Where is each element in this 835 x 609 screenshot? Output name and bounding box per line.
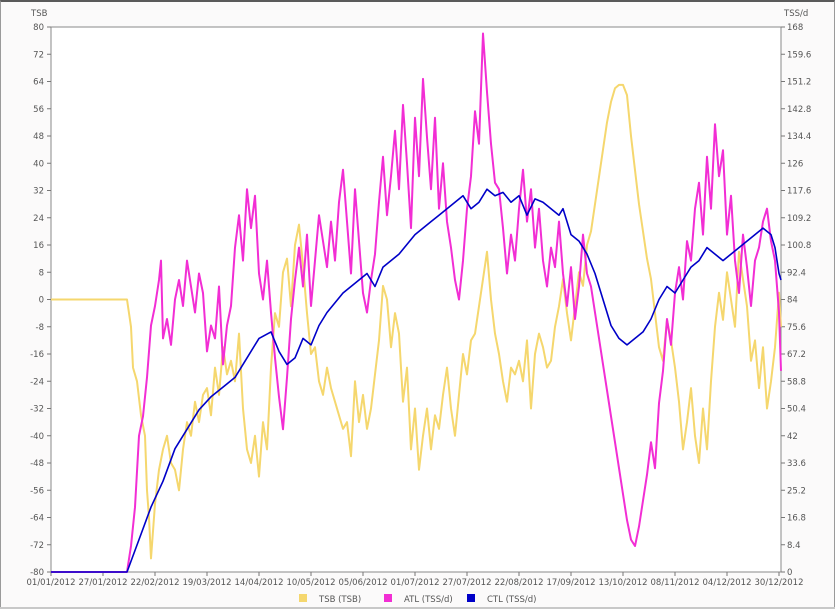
x-tick-label: 04/12/2012: [703, 578, 752, 588]
x-tick-label: 10/05/2012: [287, 578, 336, 588]
left-tick-label: -72: [30, 541, 44, 551]
left-tick-label: 56: [33, 105, 44, 115]
left-tick-label: -32: [30, 405, 44, 415]
left-tick-label: 8: [39, 268, 44, 278]
right-tick-label: 67.2: [787, 350, 806, 360]
x-tick-label: 30/12/2012: [755, 578, 804, 588]
legend-swatch-2: [467, 594, 475, 602]
left-tick-label: 32: [33, 187, 44, 197]
right-tick-label: 42: [787, 432, 798, 442]
right-tick-label: 92.4: [787, 268, 806, 278]
legend-label-2: CTL (TSS/d): [487, 595, 536, 605]
left-tick-label: -56: [30, 486, 44, 496]
right-tick-label: 58.8: [787, 377, 806, 387]
x-tick-label: 01/07/2012: [391, 578, 440, 588]
right-tick-label: 142.8: [787, 105, 811, 115]
right-tick-label: 0: [787, 568, 792, 578]
x-tick-label: 08/11/2012: [651, 578, 700, 588]
right-tick-label: 168: [787, 23, 803, 33]
x-tick-label: 01/01/2012: [27, 578, 76, 588]
right-tick-label: 84: [787, 296, 798, 306]
legend-swatch-1: [384, 594, 392, 602]
legend-label-0: TSB (TSB): [318, 595, 361, 605]
x-tick-label: 27/01/2012: [79, 578, 128, 588]
x-tick-label: 05/06/2012: [339, 578, 388, 588]
left-tick-label: 24: [33, 214, 44, 224]
right-axis-title: TSS/d: [783, 9, 808, 19]
right-tick-label: 151.2: [787, 78, 811, 88]
x-tick-label: 17/09/2012: [547, 578, 596, 588]
left-tick-label: 0: [39, 296, 44, 306]
right-tick-label: 33.6: [787, 459, 806, 469]
x-tick-label: 14/04/2012: [235, 578, 284, 588]
right-tick-label: 134.4: [787, 132, 811, 142]
right-tick-label: 126: [787, 159, 803, 169]
left-tick-label: -24: [30, 377, 44, 387]
series-line-1: [51, 32, 782, 573]
x-tick-label: 27/07/2012: [443, 578, 492, 588]
left-tick-label: -8: [36, 323, 44, 333]
left-tick-label: 40: [33, 159, 44, 169]
left-tick-label: -48: [30, 459, 44, 469]
left-axis-ticks: 80726456484032241680-8-16-24-32-40-48-56…: [30, 23, 51, 578]
x-tick-label: 13/10/2012: [599, 578, 648, 588]
right-tick-label: 109.2: [787, 214, 811, 224]
left-tick-label: 64: [33, 78, 44, 88]
left-tick-label: 16: [33, 241, 44, 251]
left-tick-label: 80: [33, 23, 44, 33]
left-axis-title: TSB: [30, 9, 48, 19]
x-axis-ticks: 01/01/2012 27/01/2012 22/02/2012 19/03/2012…: [27, 572, 804, 588]
right-tick-label: 117.6: [787, 187, 811, 197]
left-tick-label: 72: [33, 50, 44, 60]
right-tick-label: 100.8: [787, 241, 811, 251]
legend: TSB (TSB) ATL (TSS/d) CTL (TSS/d): [299, 594, 536, 605]
right-axis-ticks: 168 159.6 151.2 142.8 134.4 126 117.6 109.2 100.…: [781, 23, 811, 578]
left-tick-label: -40: [30, 432, 44, 442]
right-tick-label: 159.6: [787, 50, 811, 60]
x-tick-label: 22/08/2012: [495, 578, 544, 588]
x-tick-label: 22/02/2012: [131, 578, 180, 588]
right-tick-label: 50.4: [787, 405, 806, 415]
legend-swatch-0: [299, 594, 307, 602]
series-line-2: [51, 188, 782, 573]
right-tick-label: 16.8: [787, 514, 806, 524]
legend-label-1: ATL (TSS/d): [404, 595, 453, 605]
left-tick-label: -64: [30, 514, 44, 524]
left-tick-label: 48: [33, 132, 44, 142]
right-tick-label: 8.4: [787, 541, 801, 551]
right-tick-label: 75.6: [787, 323, 806, 333]
plot-background: [50, 26, 782, 573]
plot-area: [50, 26, 782, 573]
left-tick-label: -80: [30, 568, 44, 578]
series-lines: [51, 32, 782, 573]
x-tick-label: 19/03/2012: [183, 578, 232, 588]
right-tick-label: 25.2: [787, 486, 806, 496]
left-tick-label: -16: [30, 350, 44, 360]
